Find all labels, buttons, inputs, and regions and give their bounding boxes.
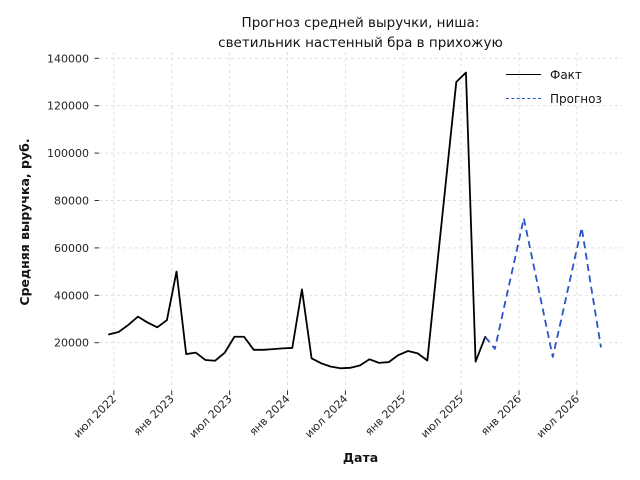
- forecast-line: [484, 217, 602, 358]
- legend-label-fact: Факт: [550, 67, 582, 82]
- y-tick-label: 140000: [47, 52, 89, 65]
- x-tick-label: янв 2024: [247, 392, 293, 438]
- y-tick-label: 120000: [47, 100, 89, 113]
- fact-line-sample-icon: [506, 74, 541, 75]
- x-tick-label: июл 2024: [302, 392, 350, 440]
- y-axis-label: Средняя выручка, руб.: [17, 138, 32, 306]
- x-tick-label: янв 2026: [478, 392, 524, 438]
- legend-item-fact: Факт: [506, 66, 602, 83]
- fact-line: [108, 71, 487, 370]
- legend: Факт Прогноз: [506, 66, 602, 107]
- x-tick-label: янв 2025: [363, 392, 409, 438]
- legend-label-forecast: Прогноз: [550, 91, 602, 106]
- y-tick-label: 100000: [47, 147, 89, 160]
- legend-item-forecast: Прогноз: [506, 90, 602, 107]
- y-tick-label: 80000: [54, 195, 89, 208]
- forecast-line-sample-icon: [506, 98, 541, 99]
- x-tick-label: июл 2025: [418, 392, 466, 440]
- x-tick-label: июл 2026: [534, 392, 582, 440]
- chart-title: Прогноз средней выручки, ниша: светильни…: [218, 15, 503, 51]
- x-tick-label: июл 2023: [187, 392, 235, 440]
- x-tick-label: янв 2023: [131, 392, 177, 438]
- y-tick-label: 40000: [54, 289, 89, 302]
- x-tick-label: июл 2022: [71, 392, 119, 440]
- x-axis-label: Дата: [342, 450, 379, 465]
- y-tick-label: 20000: [54, 337, 89, 350]
- y-tick-label: 60000: [54, 242, 89, 255]
